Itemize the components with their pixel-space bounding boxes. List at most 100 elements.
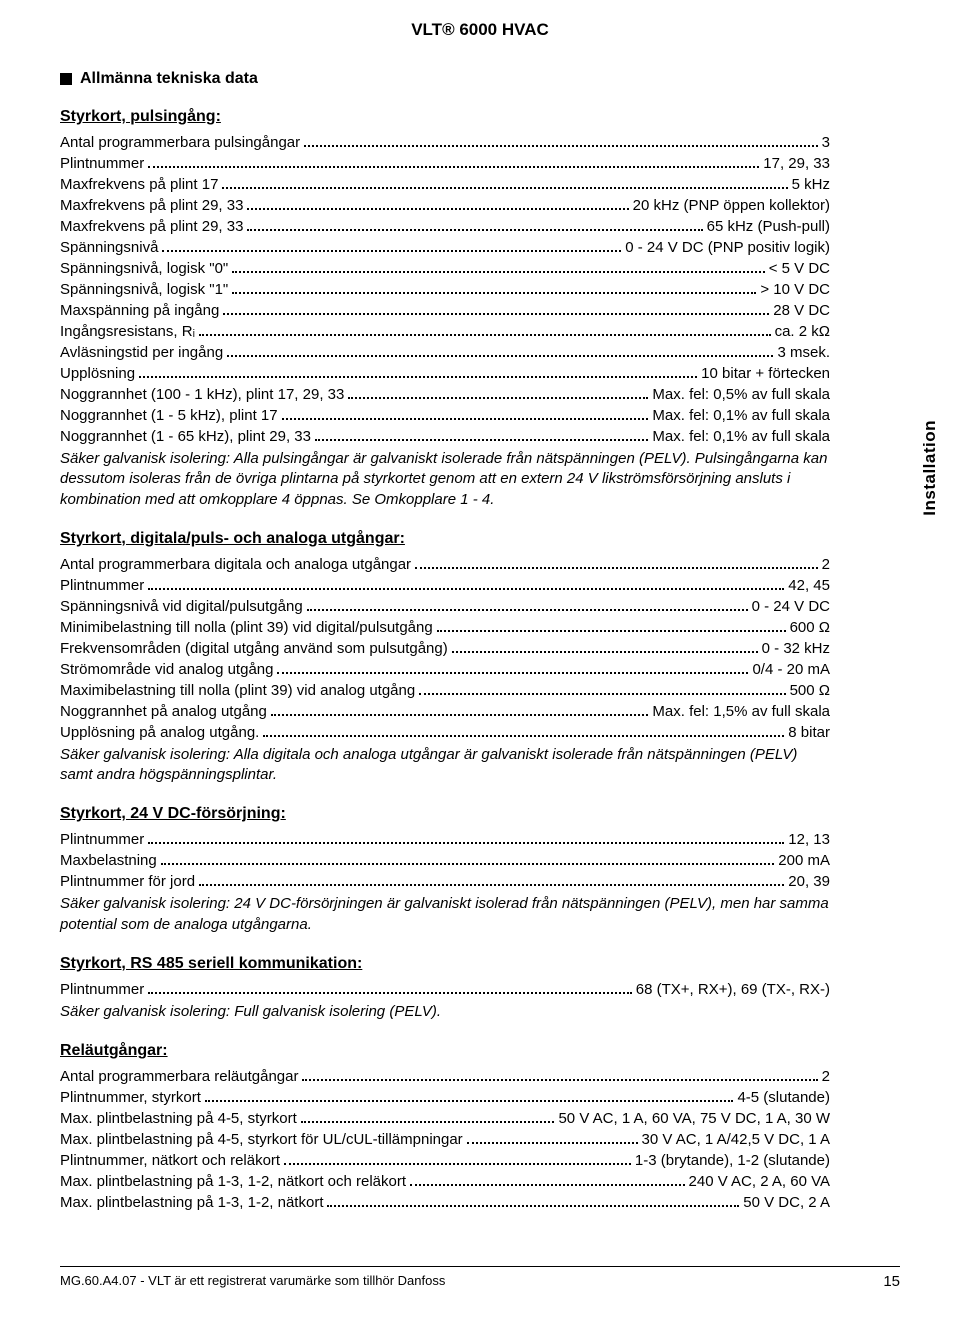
leader-dots	[148, 577, 784, 590]
spec-label: Maxfrekvens på plint 29, 33	[60, 195, 243, 216]
spec-row: Maxfrekvens på plint 175 kHz	[60, 174, 830, 195]
leader-dots	[302, 1069, 817, 1082]
spec-list: Plintnummer 68 (TX+, RX+), 69 (TX-, RX-)	[60, 979, 830, 1000]
leader-dots	[271, 703, 649, 716]
leader-dots	[148, 981, 632, 994]
spec-row: Upplösning 10 bitar + förtecken	[60, 363, 830, 384]
spec-value: < 5 V DC	[769, 258, 830, 279]
spec-row: Ingångsresistans, Rᵢca. 2 kΩ	[60, 321, 830, 342]
spec-value: 2	[822, 554, 830, 575]
spec-row: Strömområde vid analog utgång 0/4 - 20 mA	[60, 659, 830, 680]
spec-row: Antal programmerbara reläutgångar 2	[60, 1066, 830, 1087]
spec-label: Strömområde vid analog utgång	[60, 659, 273, 680]
spec-value: 240 V AC, 2 A, 60 VA	[689, 1171, 830, 1192]
leader-dots	[452, 640, 758, 653]
spec-value: 20, 39	[788, 871, 830, 892]
spec-row: Antal programmerbara pulsingångar 3	[60, 132, 830, 153]
content-block: Styrkort, pulsingång: Antal programmerbar…	[60, 108, 830, 1213]
section-heading: Styrkort, digitala/puls- och analoga utg…	[60, 530, 830, 548]
spec-value: 20 kHz (PNP öppen kollektor)	[633, 195, 830, 216]
spec-label: Max. plintbelastning på 4-5, styrkort	[60, 1108, 297, 1129]
leader-dots	[307, 598, 748, 611]
spec-row: Maximibelastning till nolla (plint 39) v…	[60, 680, 830, 701]
page: VLT® 6000 HVAC Allmänna tekniska data St…	[0, 0, 960, 1320]
spec-row: Noggrannhet (1 - 5 kHz), plint 17Max. fe…	[60, 405, 830, 426]
spec-row: Plintnummer 42, 45	[60, 575, 830, 596]
spec-label: Plintnummer	[60, 979, 144, 1000]
spec-value: 68 (TX+, RX+), 69 (TX-, RX-)	[636, 979, 830, 1000]
leader-dots	[199, 324, 771, 337]
section-note: Säker galvanisk isolering: 24 V DC-försö…	[60, 894, 830, 935]
leader-dots	[437, 619, 786, 632]
spec-row: Max. plintbelastning på 1-3, 1-2, nätkor…	[60, 1192, 830, 1213]
spec-row: Plintnummer 68 (TX+, RX+), 69 (TX-, RX-)	[60, 979, 830, 1000]
spec-value: 0 - 32 kHz	[762, 638, 830, 659]
section-heading: Styrkort, pulsingång:	[60, 108, 830, 126]
spec-row: Upplösning på analog utgång.8 bitar	[60, 722, 830, 743]
spec-label: Max. plintbelastning på 1-3, 1-2, nätkor…	[60, 1171, 406, 1192]
spec-label: Maximibelastning till nolla (plint 39) v…	[60, 680, 415, 701]
spec-label: Upplösning på analog utgång.	[60, 722, 259, 743]
spec-row: Max. plintbelastning på 4-5, styrkort fö…	[60, 1129, 830, 1150]
spec-label: Plintnummer	[60, 829, 144, 850]
spec-value: 1-3 (brytande), 1-2 (slutande)	[635, 1150, 830, 1171]
spec-value: 42, 45	[788, 575, 830, 596]
spec-list: Antal programmerbara reläutgångar 2 Plintn…	[60, 1066, 830, 1213]
section-heading: Reläutgångar:	[60, 1042, 830, 1060]
spec-row: Noggrannhet (1 - 65 kHz), plint 29, 33Ma…	[60, 426, 830, 447]
leader-dots	[161, 853, 775, 866]
spec-value: 4-5 (slutande)	[737, 1087, 830, 1108]
spec-value: Max. fel: 1,5% av full skala	[652, 701, 830, 722]
spec-value: 10 bitar + förtecken	[701, 363, 830, 384]
spec-value: 600 Ω	[790, 617, 830, 638]
spec-label: Spänningsnivå, logisk "1"	[60, 279, 228, 300]
section-heading: Styrkort, RS 485 seriell kommunikation:	[60, 955, 830, 973]
spec-row: Spänningsnivå, logisk "0" < 5 V DC	[60, 258, 830, 279]
spec-label: Plintnummer, styrkort	[60, 1087, 201, 1108]
leader-dots	[205, 1090, 734, 1103]
main-heading: Allmänna tekniska data	[60, 70, 900, 88]
spec-label: Upplösning	[60, 363, 135, 384]
main-heading-text: Allmänna tekniska data	[80, 70, 258, 88]
spec-row: Noggrannhet på analog utgångMax. fel: 1,…	[60, 701, 830, 722]
spec-row: Plintnummer, nätkort och reläkort 1-3 (br…	[60, 1150, 830, 1171]
spec-label: Antal programmerbara digitala och analog…	[60, 554, 411, 575]
spec-label: Antal programmerbara pulsingångar	[60, 132, 300, 153]
spec-label: Maxfrekvens på plint 17	[60, 174, 218, 195]
spec-value: 2	[822, 1066, 830, 1087]
spec-value: 0 - 24 V DC (PNP positiv logik)	[625, 237, 830, 258]
spec-value: 3	[822, 132, 830, 153]
spec-label: Antal programmerbara reläutgångar	[60, 1066, 298, 1087]
spec-row: Maxfrekvens på plint 29, 33 20 kHz (PNP ö…	[60, 195, 830, 216]
document-header: VLT® 6000 HVAC	[60, 20, 900, 40]
leader-dots	[263, 724, 784, 737]
leader-dots	[232, 282, 756, 295]
spec-value: 65 kHz (Push-pull)	[707, 216, 830, 237]
page-number: 15	[883, 1273, 900, 1290]
spec-label: Plintnummer för jord	[60, 871, 195, 892]
spec-row: Frekvensområden (digital utgång använd s…	[60, 638, 830, 659]
spec-label: Plintnummer	[60, 575, 144, 596]
spec-label: Avläsningstid per ingång	[60, 342, 223, 363]
spec-label: Plintnummer, nätkort och reläkort	[60, 1150, 280, 1171]
leader-dots	[467, 1132, 638, 1145]
spec-value: 0 - 24 V DC	[752, 596, 830, 617]
leader-dots	[348, 387, 648, 400]
square-bullet-icon	[60, 73, 72, 85]
leader-dots	[282, 408, 649, 421]
spec-label: Noggrannhet (1 - 5 kHz), plint 17	[60, 405, 278, 426]
spec-label: Spänningsnivå, logisk "0"	[60, 258, 228, 279]
spec-value: ca. 2 kΩ	[775, 321, 830, 342]
spec-row: Maxspänning på ingång28 V DC	[60, 300, 830, 321]
leader-dots	[162, 240, 621, 253]
leader-dots	[199, 874, 784, 887]
spec-row: Noggrannhet (100 - 1 kHz), plint 17, 29,…	[60, 384, 830, 405]
spec-label: Max. plintbelastning på 4-5, styrkort fö…	[60, 1129, 463, 1150]
spec-row: Spänningsnivå0 - 24 V DC (PNP positiv lo…	[60, 237, 830, 258]
leader-dots	[223, 303, 769, 316]
spec-value: 200 mA	[778, 850, 830, 871]
leader-dots	[227, 345, 773, 358]
spec-value: 0/4 - 20 mA	[752, 659, 830, 680]
spec-list: Antal programmerbara pulsingångar3Plintn…	[60, 132, 830, 447]
spec-value: 50 V DC, 2 A	[743, 1192, 830, 1213]
